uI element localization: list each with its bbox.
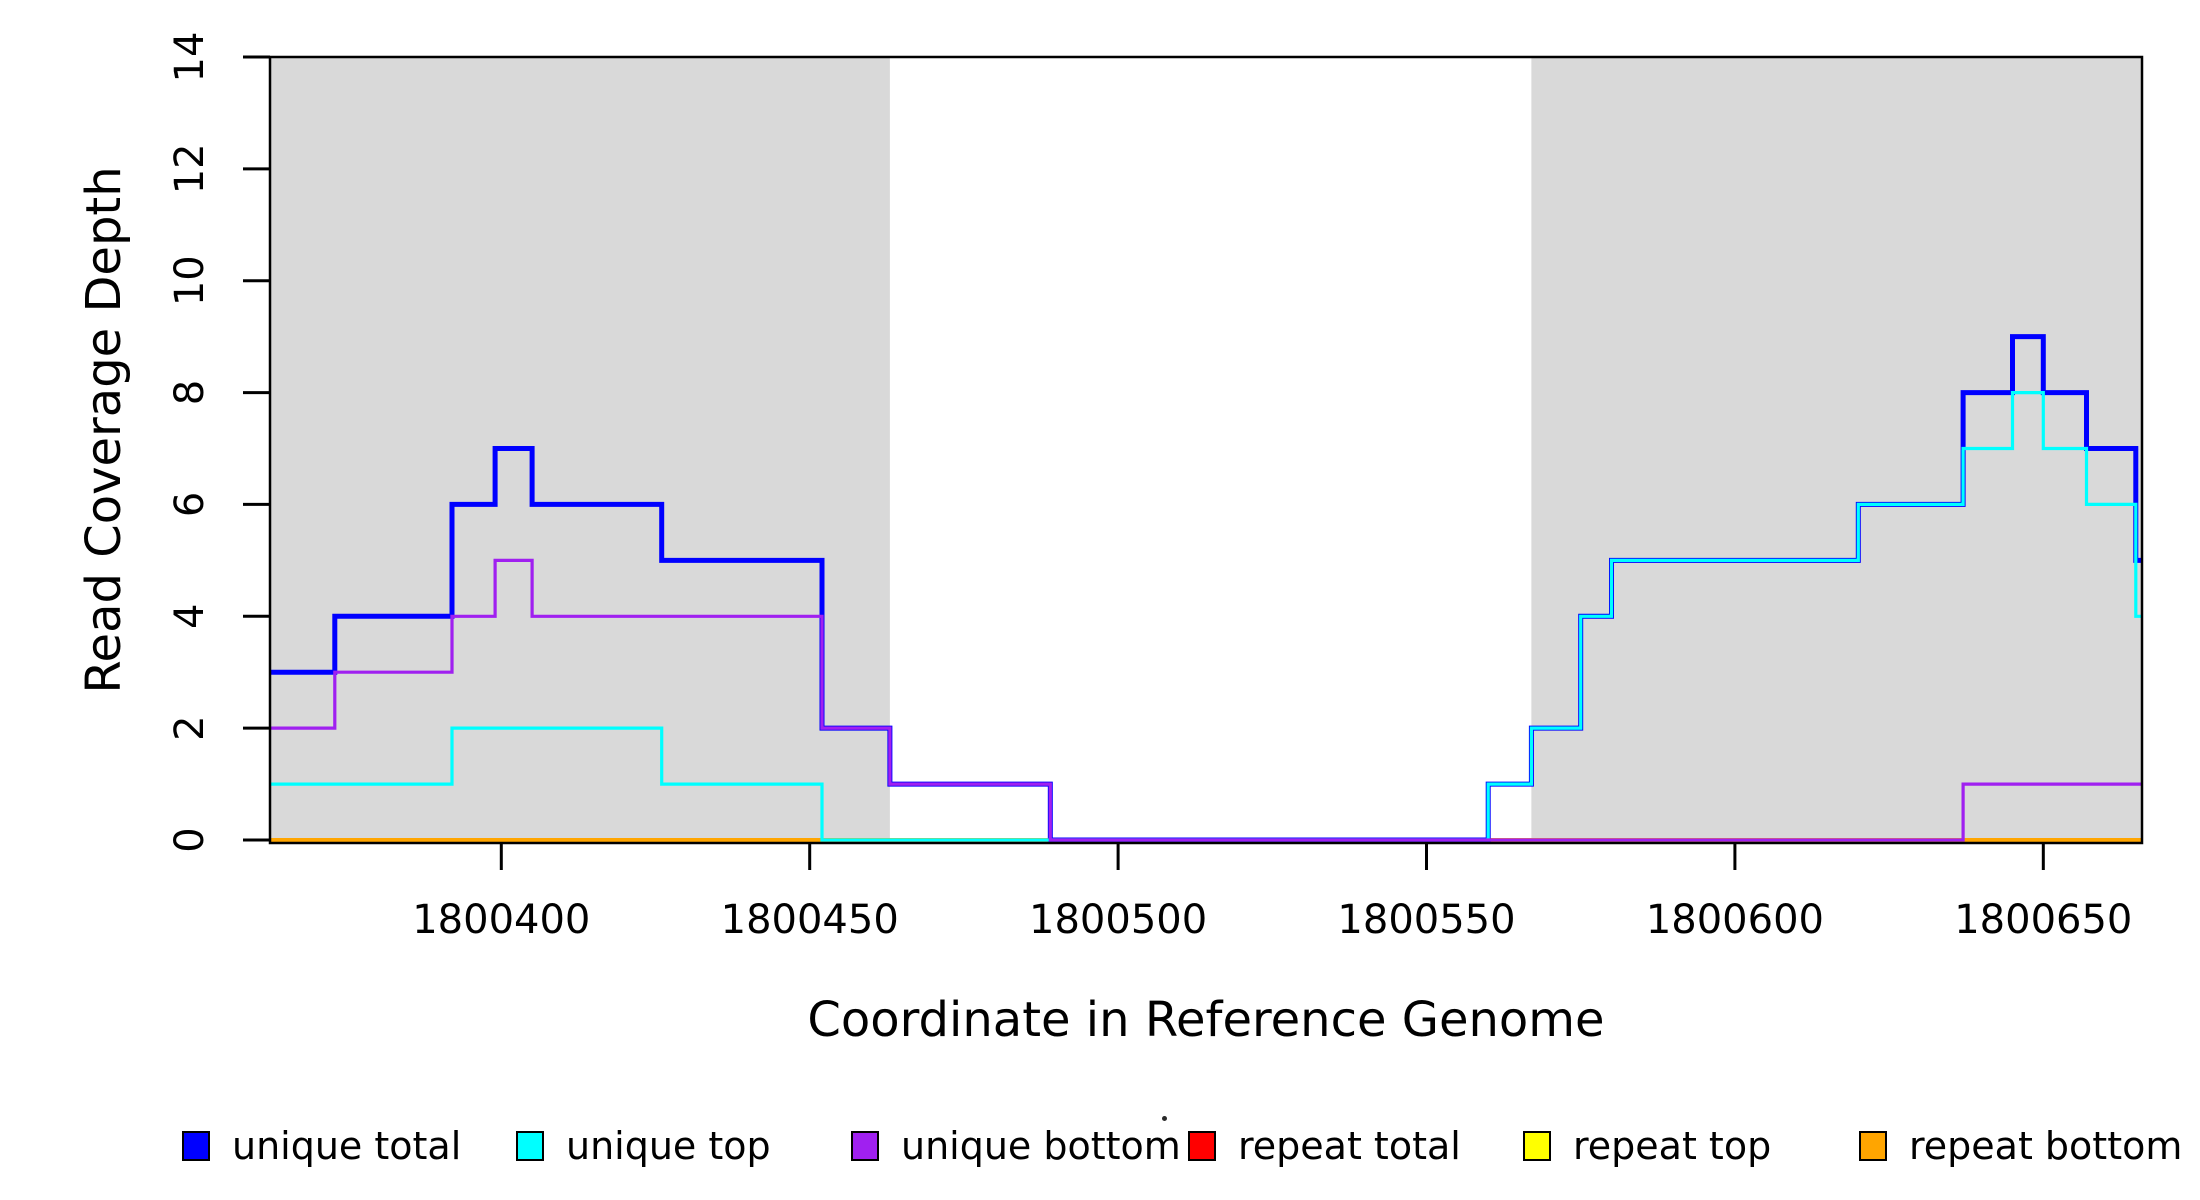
x-tick-label: 1800400 (412, 897, 590, 943)
y-tick-label: 4 (167, 604, 213, 629)
y-tick-label: 8 (167, 380, 213, 405)
x-axis-title: Coordinate in Reference Genome (807, 992, 1604, 1048)
shaded-regions (270, 57, 2142, 843)
shaded-region (270, 57, 890, 843)
axes: 1800400 1800450 1800500 1800550 1800600 18006… (167, 32, 2144, 943)
x-tick-label: 1800600 (1646, 897, 1824, 943)
x-tick-label: 1800550 (1337, 897, 1515, 943)
shaded-region (1531, 57, 2142, 843)
y-tick-label: 0 (167, 827, 213, 852)
x-tick-label: 1800650 (1954, 897, 2132, 943)
y-tick-label: 10 (167, 255, 213, 306)
x-tick-label: 1800450 (721, 897, 899, 943)
y-tick-label: 12 (167, 143, 213, 194)
unique_bottom-line (270, 558, 2142, 842)
y-tick-label: 2 (167, 715, 213, 740)
y-axis-title: Read Coverage Depth (76, 166, 132, 693)
x-tick-label: 1800500 (1029, 897, 1207, 943)
y-tick-label: 14 (167, 32, 213, 83)
plot-box (268, 55, 2144, 845)
y-tick-label: 6 (167, 492, 213, 517)
unique_top-line (270, 391, 2142, 842)
series-lines (270, 334, 2142, 843)
stray-dot-artifact (1162, 1116, 1167, 1121)
